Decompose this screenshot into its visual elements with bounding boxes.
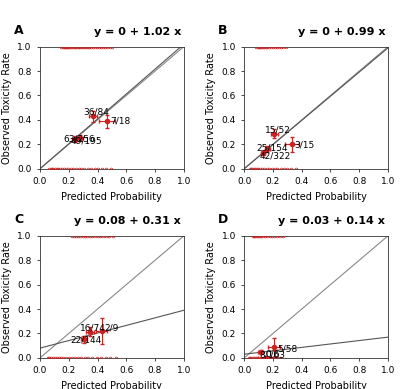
Text: 16/74: 16/74 <box>80 323 106 332</box>
Text: 25/154: 25/154 <box>257 144 288 152</box>
Text: 8/163: 8/163 <box>259 351 285 360</box>
Text: 0/6: 0/6 <box>265 350 280 359</box>
Text: 3/15: 3/15 <box>295 140 315 149</box>
Text: 5/58: 5/58 <box>277 344 297 353</box>
Text: y = 0.03 + 0.14 x: y = 0.03 + 0.14 x <box>278 216 385 226</box>
Y-axis label: Observed Toxicity Rate: Observed Toxicity Rate <box>2 52 12 164</box>
Text: 42/322: 42/322 <box>260 152 291 161</box>
Text: 7/18: 7/18 <box>110 116 130 125</box>
X-axis label: Predicted Probability: Predicted Probability <box>62 381 162 389</box>
Y-axis label: Observed Toxicity Rate: Observed Toxicity Rate <box>206 241 216 353</box>
Text: D: D <box>218 213 228 226</box>
Text: y = 0 + 0.99 x: y = 0 + 0.99 x <box>298 27 385 37</box>
X-axis label: Predicted Probability: Predicted Probability <box>62 192 162 202</box>
X-axis label: Predicted Probability: Predicted Probability <box>266 192 366 202</box>
Text: C: C <box>14 213 23 226</box>
Text: y = 0 + 1.02 x: y = 0 + 1.02 x <box>94 27 181 37</box>
Text: B: B <box>218 24 228 37</box>
Text: 2/9: 2/9 <box>104 323 119 332</box>
X-axis label: Predicted Probability: Predicted Probability <box>266 381 366 389</box>
Text: 22/144: 22/144 <box>70 335 102 344</box>
Text: 15/52: 15/52 <box>265 125 291 135</box>
Text: 36/84: 36/84 <box>84 108 110 117</box>
Text: 49/195: 49/195 <box>71 137 102 145</box>
Text: y = 0.08 + 0.31 x: y = 0.08 + 0.31 x <box>74 216 181 226</box>
Y-axis label: Observed Toxicity Rate: Observed Toxicity Rate <box>206 52 216 164</box>
Text: A: A <box>14 24 24 37</box>
Y-axis label: Observed Toxicity Rate: Observed Toxicity Rate <box>2 241 12 353</box>
Text: 63/256: 63/256 <box>63 134 95 143</box>
